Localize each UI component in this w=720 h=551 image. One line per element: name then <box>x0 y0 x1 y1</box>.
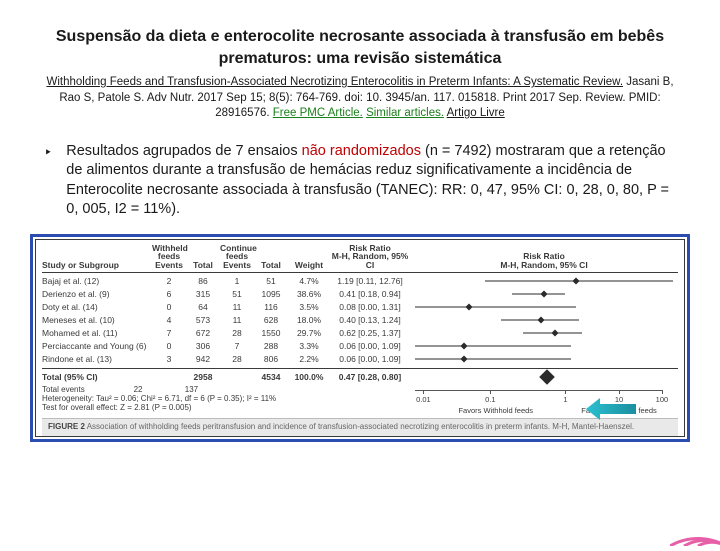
hdr-e1: Events <box>152 261 186 270</box>
citation-title-link[interactable]: Withholding Feeds and Transfusion-Associ… <box>46 76 623 88</box>
hdr-t1: Total <box>186 261 220 270</box>
forest-plot: Study or Subgroup Withheld feedsEvents T… <box>35 239 685 437</box>
hdr-continue: Continue feeds <box>220 244 254 261</box>
forest-header: Study or Subgroup Withheld feedsEvents T… <box>42 244 678 270</box>
hdr-e2: Events <box>220 261 254 270</box>
hdr-study: Study or Subgroup <box>42 261 152 270</box>
axis-right-cap: Favors Continue feeds <box>581 406 656 415</box>
forest-row: Perciaccante and Young (6)030672883.3%0.… <box>42 340 678 353</box>
body-highlight: não randomizados <box>302 143 425 159</box>
hdr-t2: Total <box>254 261 288 270</box>
heterogeneity: Heterogeneity: Tau² = 0.06; Chi² = 6.71,… <box>42 394 410 403</box>
total-w: 100.0% <box>288 372 330 382</box>
forest-total: Total (95% CI) 2958 4534 100.0% 0.47 [0.… <box>42 371 678 384</box>
forest-axis: 0.010.1110100 Favors Withhold feeds Favo… <box>410 384 678 418</box>
hdr-withheld: Withheld feeds <box>152 244 186 261</box>
total-ci: 0.47 [0.28, 0.80] <box>330 372 410 382</box>
caption-bold: FIGURE 2 <box>48 422 85 431</box>
free-pmc-link[interactable]: Free PMC Article. <box>273 107 363 119</box>
forest-row: Derienzo et al. (9)631551109538.6%0.41 [… <box>42 288 678 301</box>
artigo-livre-link[interactable]: Artigo Livre <box>447 107 505 119</box>
total-t1: 2958 <box>186 372 220 382</box>
forest-row: Meneses et al. (10)45731162818.0%0.40 [0… <box>42 314 678 327</box>
hdr-rr2b: M-H, Random, 95% CI <box>410 261 678 270</box>
total-t2: 4534 <box>254 372 288 382</box>
slide-title: Suspensão da dieta e enterocolite necros… <box>0 0 720 73</box>
forest-footer: Total events 22 137 Heterogeneity: Tau² … <box>42 384 410 416</box>
rule <box>42 272 678 273</box>
forest-row: Doty et al. (14)064111163.5%0.08 [0.00, … <box>42 301 678 314</box>
figure-caption: FIGURE 2 Association of withholding feed… <box>42 418 678 436</box>
similar-articles-link[interactable]: Similar articles. <box>366 107 444 119</box>
caption-rest: Association of withholding feeds peritra… <box>85 422 634 431</box>
body-text: Resultados agrupados de 7 ensaios não ra… <box>66 142 680 220</box>
hdr-rr1b: M-H, Random, 95% CI <box>330 252 410 269</box>
citation-block: Withholding Feeds and Transfusion-Associ… <box>0 73 720 132</box>
forest-row: Bajaj et al. (12)2861514.7%1.19 [0.11, 1… <box>42 275 678 288</box>
body-pre: Resultados agrupados de 7 ensaios <box>66 143 301 159</box>
total-label: Total (95% CI) <box>42 372 152 382</box>
body-paragraph: ‣ Resultados agrupados de 7 ensaios não … <box>0 132 720 228</box>
overall-effect: Test for overall effect: Z = 2.81 (P = 0… <box>42 403 410 412</box>
total-events-row: Total events 22 137 <box>42 385 410 394</box>
corner-decoration-icon <box>670 490 720 546</box>
total-plot <box>410 371 678 384</box>
figure-frame: Study or Subgroup Withheld feedsEvents T… <box>30 234 690 442</box>
hdr-weight: Weight <box>288 261 330 270</box>
bullet-icon: ‣ <box>44 144 52 220</box>
forest-row: Rindone et al. (13)3942288062.2%0.06 [0.… <box>42 353 678 366</box>
axis-left-cap: Favors Withhold feeds <box>458 406 533 415</box>
rule <box>42 368 678 369</box>
forest-row: Mohamed et al. (11)767228155029.7%0.62 [… <box>42 327 678 340</box>
